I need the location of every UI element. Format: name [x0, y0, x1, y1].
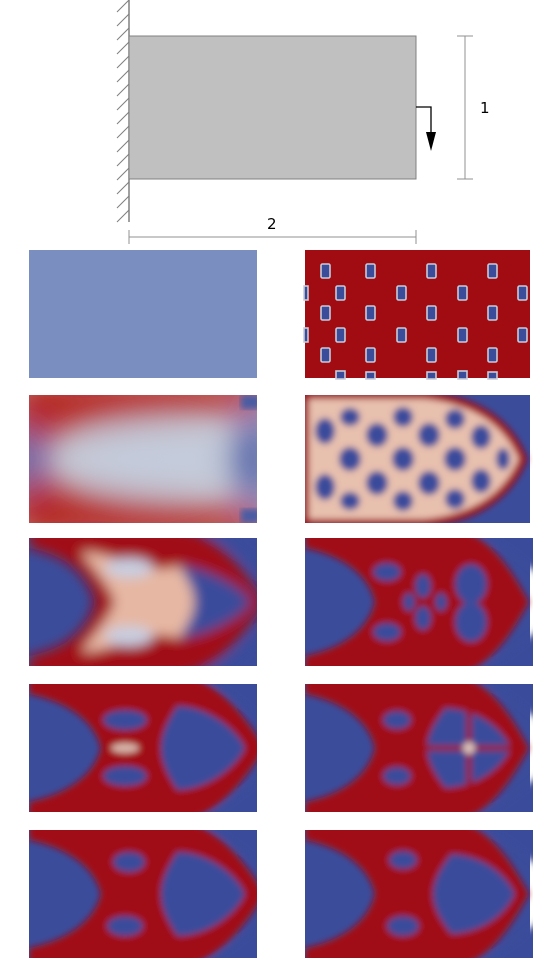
panel-left-1	[29, 250, 257, 378]
length-label: 2	[267, 215, 277, 233]
panel-left-2	[29, 395, 257, 523]
cantilever-schematic: 1 2	[116, 0, 490, 244]
panel-left-5	[29, 830, 257, 958]
panel-right-1	[303, 250, 530, 380]
panel-right-2	[305, 395, 530, 523]
height-dimension: 1	[457, 35, 490, 180]
panel-right-5	[305, 830, 533, 958]
panel-right-4	[305, 684, 533, 812]
length-dimension: 2	[128, 215, 417, 244]
design-domain	[128, 35, 417, 180]
height-label: 1	[480, 99, 490, 117]
panel-left-4	[29, 684, 257, 812]
load-arrow	[416, 106, 436, 151]
panel-right-3	[305, 538, 533, 666]
panel-left-3	[29, 538, 257, 666]
fixed-support-wall	[116, 0, 130, 223]
